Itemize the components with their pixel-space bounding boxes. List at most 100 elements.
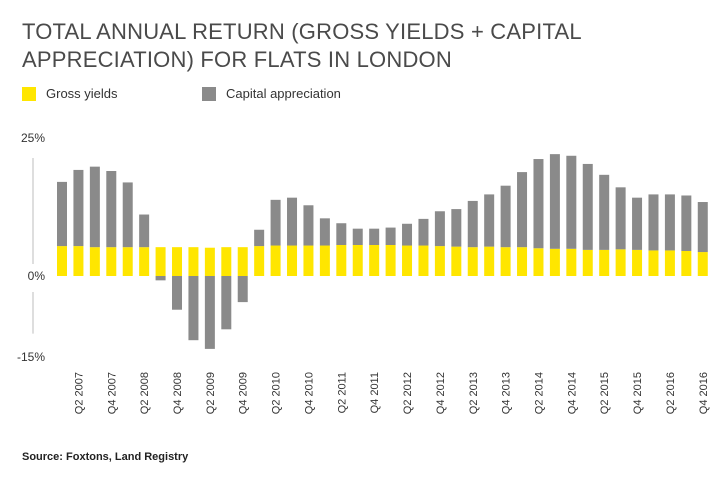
bar-capital-appreciation xyxy=(467,200,478,248)
x-tick-label: Q4 2014 xyxy=(566,372,578,414)
bar-capital-appreciation xyxy=(303,205,314,246)
x-tick-label: Q4 2015 xyxy=(632,372,644,414)
bar-capital-appreciation xyxy=(188,276,199,341)
x-tick-label: Q2 2011 xyxy=(336,372,348,413)
x-tick-label: Q2 2008 xyxy=(139,372,151,414)
y-tick-label: -15% xyxy=(17,350,45,364)
bar-gross-yields xyxy=(155,247,166,276)
bar-capital-appreciation xyxy=(221,276,232,330)
bar-capital-appreciation xyxy=(549,154,560,249)
bar-capital-appreciation xyxy=(336,223,347,245)
bar-capital-appreciation xyxy=(664,194,675,251)
bar-gross-yields xyxy=(237,247,248,276)
legend-item-gross-yields: Gross yields xyxy=(22,86,118,101)
legend-item-capital-appreciation: Capital appreciation xyxy=(202,86,341,101)
bar-gross-yields xyxy=(434,246,445,276)
bar-gross-yields xyxy=(188,247,199,276)
x-tick-label: Q4 2009 xyxy=(238,372,250,414)
bar-gross-yields xyxy=(352,244,363,276)
bar-gross-yields xyxy=(57,246,67,276)
bar-capital-appreciation xyxy=(89,166,100,248)
bar-capital-appreciation xyxy=(517,172,528,248)
bar-capital-appreciation xyxy=(122,182,133,248)
bar-gross-yields xyxy=(681,250,692,276)
bar-capital-appreciation xyxy=(632,197,643,250)
bar-capital-appreciation xyxy=(566,155,577,249)
bar-capital-appreciation xyxy=(106,171,117,248)
bar-gross-yields xyxy=(402,245,413,276)
x-tick-label: Q2 2012 xyxy=(402,372,414,414)
bar-gross-yields xyxy=(204,247,215,276)
bar-capital-appreciation xyxy=(681,195,692,251)
bar-gross-yields xyxy=(254,246,265,276)
bar-capital-appreciation xyxy=(155,276,166,281)
bar-gross-yields xyxy=(697,252,708,276)
bar-capital-appreciation xyxy=(697,202,708,253)
bar-capital-appreciation xyxy=(369,228,380,245)
bar-capital-appreciation xyxy=(648,194,659,251)
bar-gross-yields xyxy=(287,245,298,276)
bar-gross-yields xyxy=(451,246,462,276)
bar-gross-yields xyxy=(533,248,544,276)
bar-capital-appreciation xyxy=(599,174,610,250)
bar-gross-yields xyxy=(484,246,495,276)
bar-gross-yields xyxy=(549,248,560,276)
bar-capital-appreciation xyxy=(402,223,413,246)
bar-gross-yields xyxy=(172,247,183,276)
bar-capital-appreciation xyxy=(385,227,396,245)
bar-capital-appreciation xyxy=(319,218,330,246)
x-tick-label: Q2 2015 xyxy=(599,372,611,414)
bar-capital-appreciation xyxy=(484,194,495,247)
bar-gross-yields xyxy=(73,246,84,276)
bar-gross-yields xyxy=(319,245,330,276)
bar-capital-appreciation xyxy=(287,197,298,246)
bar-gross-yields xyxy=(648,250,659,276)
bar-gross-yields xyxy=(615,249,626,276)
x-tick-label: Q2 2007 xyxy=(73,372,85,414)
bar-gross-yields xyxy=(89,247,100,276)
bar-gross-yields xyxy=(139,247,150,276)
legend-swatch-gross-yields xyxy=(22,86,36,101)
bar-gross-yields xyxy=(106,247,117,276)
bar-gross-yields xyxy=(517,247,528,276)
source-note: Source: Foxtons, Land Registry xyxy=(22,451,189,463)
bar-capital-appreciation xyxy=(418,218,429,246)
bar-gross-yields xyxy=(467,247,478,276)
bar-gross-yields xyxy=(500,247,511,276)
y-tick-label: 25% xyxy=(21,131,45,145)
legend-swatch-capital-appreciation xyxy=(202,86,216,101)
bar-gross-yields xyxy=(632,249,643,276)
bar-gross-yields xyxy=(270,245,281,276)
bar-gross-yields xyxy=(664,250,675,276)
bar-gross-yields xyxy=(385,244,396,276)
chart-title: TOTAL ANNUAL RETURN (GROSS YIELDS + CAPI… xyxy=(22,19,581,72)
bar-gross-yields xyxy=(418,245,429,276)
bar-capital-appreciation xyxy=(237,276,248,303)
bar-capital-appreciation xyxy=(139,214,150,248)
bar-capital-appreciation xyxy=(73,169,84,247)
x-tick-label: Q2 2016 xyxy=(665,372,677,414)
bar-capital-appreciation xyxy=(533,159,544,249)
bar-gross-yields xyxy=(336,244,347,276)
bar-gross-yields xyxy=(582,249,593,276)
bar-capital-appreciation xyxy=(434,211,445,247)
bar-capital-appreciation xyxy=(352,228,363,245)
bar-capital-appreciation xyxy=(204,276,215,349)
bar-capital-appreciation xyxy=(254,229,265,247)
x-tick-label: Q2 2013 xyxy=(468,372,480,414)
x-tick-label: Q2 2010 xyxy=(271,372,283,414)
x-tick-label: Q4 2016 xyxy=(698,372,710,414)
bar-gross-yields xyxy=(303,245,314,276)
bar-gross-yields xyxy=(566,248,577,276)
x-tick-label: Q4 2013 xyxy=(501,372,513,414)
bar-gross-yields xyxy=(221,247,232,276)
legend-label-capital-appreciation: Capital appreciation xyxy=(226,86,341,101)
bar-capital-appreciation xyxy=(582,163,593,250)
bar-gross-yields xyxy=(122,247,133,276)
x-tick-label: Q4 2010 xyxy=(303,372,315,414)
bar-capital-appreciation xyxy=(615,187,626,250)
x-tick-label: Q4 2012 xyxy=(435,372,447,414)
bar-capital-appreciation xyxy=(451,209,462,247)
bar-capital-appreciation xyxy=(500,185,511,248)
